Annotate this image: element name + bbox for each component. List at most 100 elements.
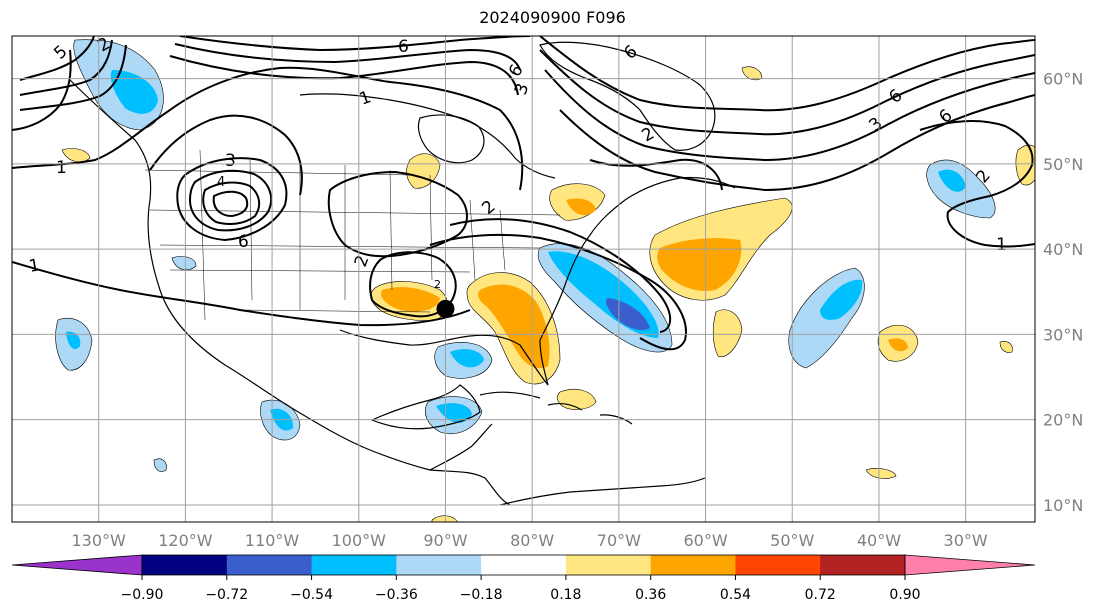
longitude-label: 50°W [770,531,814,550]
contour-label: 1 [996,235,1007,255]
coast-caribbean-islands [479,391,633,425]
contour-4-canada [169,55,519,96]
shaded-fields [55,39,1035,522]
longitude-label: 30°W [944,531,988,550]
contour-5-low [202,181,261,225]
contour-label: 6 [398,37,409,57]
contour-lines [12,36,1035,351]
contour-label: 6 [885,86,906,108]
negative-anomaly-small [171,256,197,271]
latitude-label: 40°N [1043,240,1083,259]
positive-anomaly-greenland [741,66,763,81]
positive-anomaly-texas-core [381,287,440,312]
contour-label: 3 [511,81,533,98]
contour-label: 1 [357,87,374,109]
contour-4-atl [544,69,1035,162]
positive-anomaly-east-core [888,338,908,352]
colorbar-frame [141,554,906,576]
contour-label: 2 [434,278,441,291]
contour-6-low [212,190,249,218]
map-title: 2024090900 F096 [479,8,626,27]
coast-central-america [429,423,493,471]
colorbar-segment [650,555,736,575]
graticule [12,36,1035,522]
contour-4-nw [19,44,127,111]
colorbar-tick-label: −0.72 [205,587,248,603]
colorbar-segment [735,555,821,575]
colorbar-segment [565,555,652,575]
contour-label-group: 1 1 1 1 2 2 2 2 2 2 3 3 3 4 5 6 6 6 6 6 … [27,34,1006,291]
contour-2-storm [369,251,457,318]
contour-label: 6 [238,232,249,252]
colorbar-extend-low [11,554,143,576]
contour-label: 1 [56,158,67,178]
contour-4-low [188,169,273,232]
longitude-label: 130°W [72,531,127,550]
longitude-label: 120°W [158,531,213,550]
coast-greenland [539,41,716,151]
contour-label: 3 [865,114,886,136]
coast-gulf [339,329,549,386]
colorbar-tick-label: −0.18 [460,587,503,603]
contour-6-nw [19,36,95,81]
colorbar-segment [311,555,397,575]
contour-1-outer [12,66,524,191]
contour-label: 2 [478,197,499,219]
contour-1-west [12,261,471,327]
contour-3-atl [559,94,1035,192]
colorbar-tick-label: 0.90 [889,587,920,603]
colorbar-tick-label: 0.36 [635,587,666,603]
colorbar-segment [142,555,228,575]
coast-yucatan [370,384,481,430]
positive-anomaly-quebec-core [566,198,596,216]
contour-label: 2 [639,124,658,147]
contour-5-canada [174,43,521,71]
positive-anomaly-atl-north-core [657,238,742,291]
contour-label: 6 [620,42,641,64]
colorbar-segment [226,555,313,575]
coast-pacific-nw [69,79,511,506]
latitude-labels: 60°N 50°N 40°N 30°N 20°N 10°N [1043,70,1083,515]
colorbar-tick-label: −0.36 [375,587,418,603]
longitude-label: 110°W [245,531,300,550]
storm-center-marker [436,299,455,318]
longitude-label: 70°W [597,531,641,550]
negative-anomaly-coast-peak [605,298,650,331]
positive-anomaly-nw-small [61,148,91,163]
colorbar-segment [820,555,906,575]
contour-6-atl [539,36,1035,112]
negative-anomaly-atlantic-core [820,279,863,320]
map-frame [11,35,1036,523]
contour-2-atl [589,158,723,191]
positive-anomaly-far-east [1015,144,1035,186]
contour-6-canada [179,36,531,52]
colorbar-segment [481,555,567,575]
contour-2-west [149,114,303,196]
colorbar-extend-high [904,554,1036,576]
longitude-labels: 130°W 120°W 110°W 100°W 90°W 80°W 70°W 60°W 50°W… [72,531,988,550]
colorbar-tick-label: −0.54 [290,587,333,603]
negative-anomaly-small2 [153,458,167,472]
contour-5-nw [19,39,113,96]
positive-anomaly-small-e [999,341,1013,353]
colorbar-tick-label: 0.18 [550,587,581,603]
contour-2-middle [327,170,468,258]
latitude-label: 20°N [1043,411,1083,430]
colorbar-tick-label: 0.72 [805,587,836,603]
contour-label: 1 [27,255,41,277]
contour-5-atl [539,49,1035,136]
coast-south-america [499,477,706,506]
colorbar-segment [396,555,482,575]
positive-anomaly-small-s [865,468,897,479]
longitude-label: 40°W [857,531,901,550]
positive-anomaly-mid [712,309,743,358]
contour-label: 3 [225,151,236,171]
longitude-label: 90°W [423,531,467,550]
positive-anomaly-southeast-core [478,284,550,369]
longitude-label: 60°W [683,531,727,550]
negative-anomaly-nw-core [110,70,158,114]
latitude-label: 30°N [1043,325,1083,344]
latitude-label: 60°N [1043,70,1083,89]
contour-label: 4 [217,175,225,190]
